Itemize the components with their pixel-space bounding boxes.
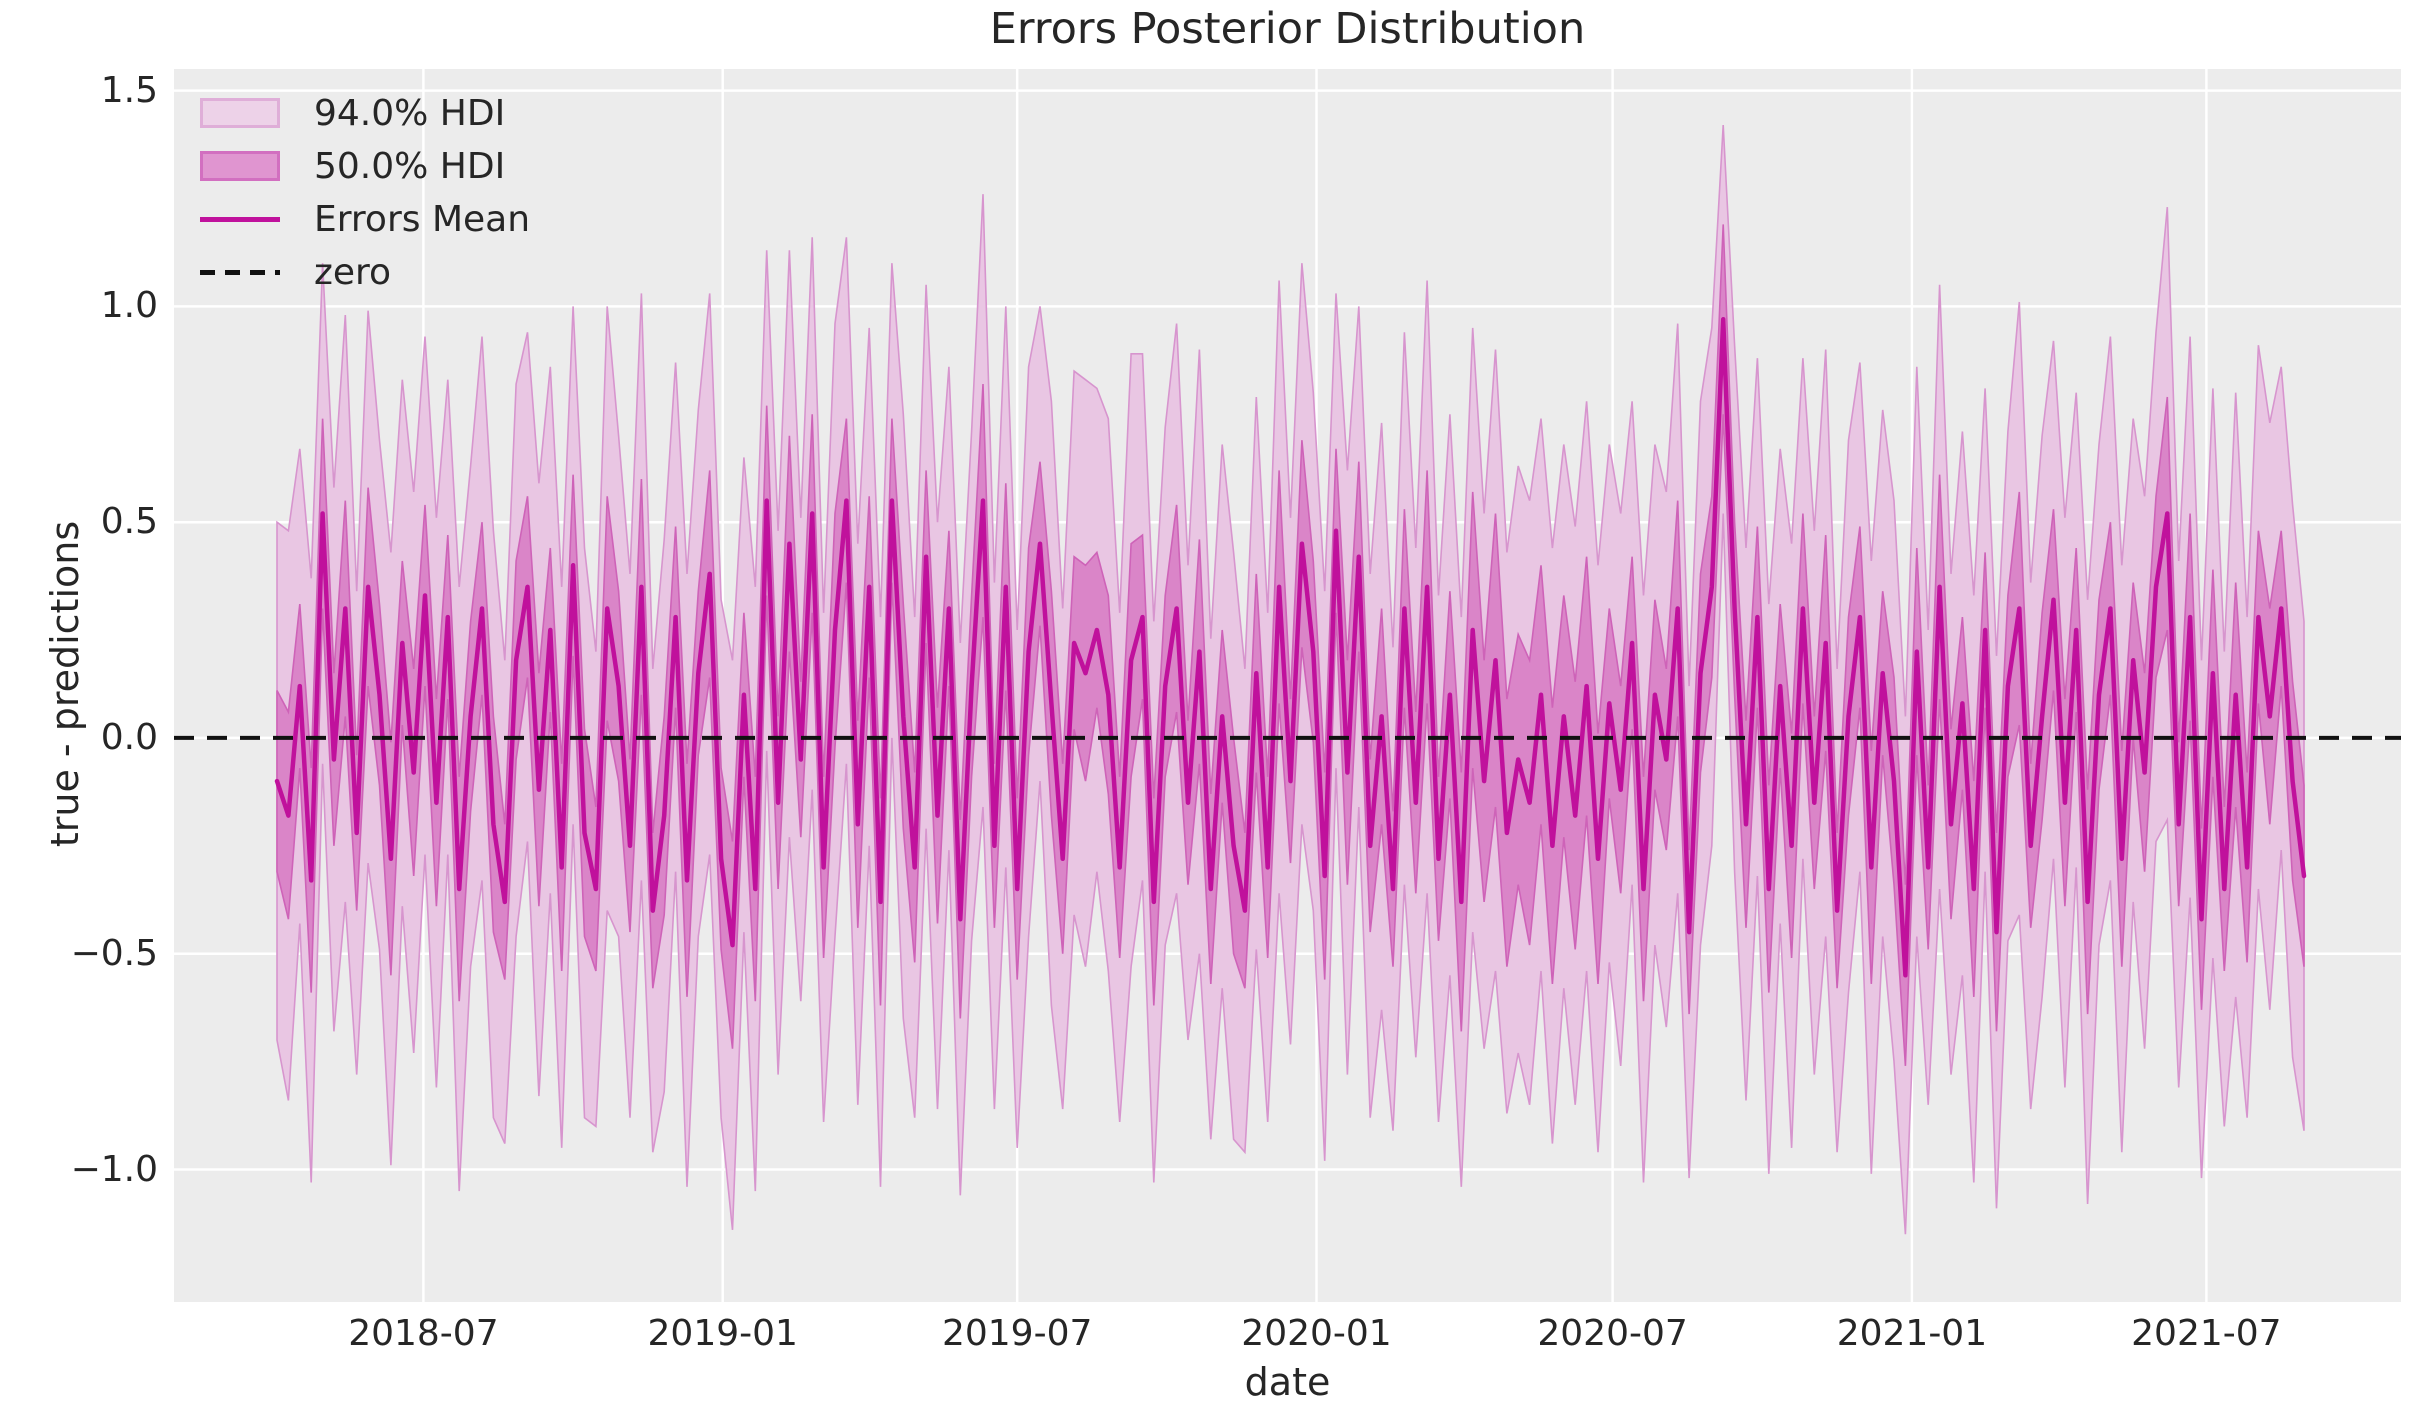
errors-mean-line bbox=[274, 317, 2307, 978]
mean-line-swatch-icon bbox=[200, 216, 280, 222]
x-tick-label: 2020-01 bbox=[1241, 1313, 1392, 1354]
y-tick-label: 1.0 bbox=[100, 285, 158, 327]
legend-item-mean: Errors Mean bbox=[200, 198, 530, 240]
chart-title: Errors Posterior Distribution bbox=[989, 4, 1586, 54]
x-tick-label: 2019-01 bbox=[647, 1313, 798, 1354]
hdi94-band bbox=[276, 125, 2305, 1235]
hdi50-swatch-icon bbox=[200, 151, 280, 181]
y-tick-label: −1.0 bbox=[70, 1148, 158, 1190]
x-tick-label: 2020-07 bbox=[1537, 1313, 1688, 1354]
legend-label-hdi94: 94.0% HDI bbox=[314, 92, 506, 134]
legend-item-hdi94: 94.0% HDI bbox=[200, 92, 530, 134]
y-tick-label: 0.5 bbox=[100, 501, 158, 543]
legend-label-mean: Errors Mean bbox=[314, 198, 531, 240]
legend-item-zero: zero bbox=[200, 251, 530, 293]
x-tick-label: 2019-07 bbox=[941, 1313, 1093, 1354]
legend-label-hdi50: 50.0% HDI bbox=[314, 145, 506, 187]
legend-item-hdi50: 50.0% HDI bbox=[200, 145, 530, 187]
y-tick-label: 1.5 bbox=[100, 69, 158, 111]
x-tick-label: 2021-07 bbox=[2131, 1313, 2282, 1354]
y-tick-label: −0.5 bbox=[70, 932, 158, 974]
legend-label-zero: zero bbox=[314, 251, 392, 293]
x-tick-label: 2018-07 bbox=[348, 1313, 499, 1354]
x-axis-label: date bbox=[1244, 1360, 1331, 1404]
legend: 94.0% HDI 50.0% HDI Errors Mean zero bbox=[200, 92, 530, 293]
hdi50-band bbox=[276, 224, 2305, 1066]
hdi94-swatch-icon bbox=[200, 98, 280, 128]
y-tick-label: 0.0 bbox=[100, 716, 158, 758]
zero-line-swatch-icon bbox=[200, 269, 280, 275]
x-tick-label: 2021-01 bbox=[1836, 1313, 1988, 1354]
